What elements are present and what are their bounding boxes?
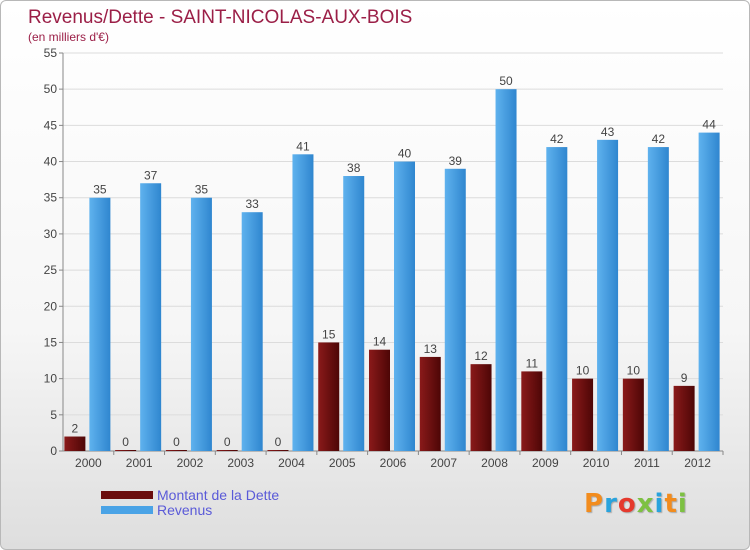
bar-revenus	[698, 132, 720, 451]
legend-item-dette: Montant de la Dette	[101, 486, 280, 503]
bar-revenus	[546, 147, 568, 451]
data-label-dette: 0	[173, 435, 180, 449]
data-label-revenus: 41	[296, 139, 310, 153]
x-tick-label: 2004	[278, 456, 305, 470]
bar-dette	[673, 385, 695, 451]
page-title: Revenus/Dette - SAINT-NICOLAS-AUX-BOIS	[28, 7, 413, 28]
logo-letter: P	[584, 489, 605, 519]
data-label-dette: 10	[627, 364, 641, 378]
data-label-revenus: 40	[398, 147, 412, 161]
x-tick-label: 2009	[532, 456, 559, 470]
x-tick-label: 2002	[177, 456, 204, 470]
y-tick-label: 40	[44, 155, 58, 169]
y-tick-label: 55	[44, 46, 58, 60]
bar-dette	[267, 450, 289, 451]
chart-legend: Montant de la Dette Revenus	[101, 486, 280, 518]
data-label-revenus: 35	[195, 183, 209, 197]
data-label-revenus: 50	[499, 74, 513, 88]
x-tick-label: 2000	[75, 456, 102, 470]
logo-letter: r	[604, 489, 618, 519]
y-tick-label: 30	[44, 227, 58, 241]
data-label-dette: 0	[275, 435, 282, 449]
logo-letter: t	[664, 489, 678, 519]
y-tick-label: 25	[44, 263, 58, 277]
data-label-dette: 14	[373, 335, 387, 349]
data-label-dette: 15	[322, 327, 336, 341]
logo-letter: i	[677, 489, 688, 519]
bar-revenus	[647, 147, 669, 451]
y-tick-label: 5	[50, 408, 57, 422]
y-tick-label: 0	[50, 444, 57, 458]
bar-dette	[369, 349, 390, 451]
y-tick-label: 15	[44, 335, 58, 349]
bar-revenus	[343, 176, 365, 451]
data-label-revenus: 44	[702, 118, 716, 132]
x-tick-label: 2012	[684, 456, 711, 470]
proxiti-logo: Proxiti	[584, 489, 688, 519]
data-label-dette: 12	[474, 349, 488, 363]
legend-swatch-dette	[101, 490, 153, 499]
x-tick-label: 2010	[583, 456, 610, 470]
bar-dette	[572, 378, 594, 451]
page-subtitle: (en milliers d'€)	[28, 30, 109, 44]
data-label-revenus: 38	[347, 161, 361, 175]
bar-dette	[419, 356, 441, 451]
data-label-revenus: 42	[652, 132, 666, 146]
x-tick-label: 2003	[227, 456, 254, 470]
x-tick-label: 2006	[380, 456, 407, 470]
bar-revenus	[444, 168, 466, 452]
x-tick-label: 2008	[481, 456, 508, 470]
bar-revenus	[241, 212, 263, 451]
x-tick-label: 2007	[430, 456, 457, 470]
x-tick-label: 2001	[126, 456, 153, 470]
legend-swatch-revenus	[101, 505, 153, 514]
bar-revenus	[140, 183, 162, 451]
bar-revenus	[394, 161, 415, 451]
data-label-revenus: 42	[550, 132, 564, 146]
y-tick-label: 50	[44, 82, 58, 96]
legend-label-dette: Montant de la Dette	[157, 486, 280, 503]
bar-dette	[165, 450, 187, 451]
y-tick-label: 20	[44, 299, 58, 313]
data-label-revenus: 35	[93, 183, 107, 197]
logo-letter: i	[654, 489, 665, 519]
logo-letter: o	[617, 489, 637, 519]
legend-label-revenus: Revenus	[157, 501, 213, 518]
bar-dette	[318, 342, 340, 451]
bar-dette	[622, 378, 644, 451]
bar-dette	[64, 436, 86, 451]
bar-revenus	[190, 197, 212, 451]
bar-dette	[115, 450, 137, 451]
y-tick-label: 10	[44, 372, 58, 386]
legend-item-revenus: Revenus	[101, 501, 279, 518]
data-label-revenus: 39	[449, 154, 463, 168]
y-tick-label: 45	[44, 118, 58, 132]
bar-revenus	[89, 197, 111, 451]
data-label-dette: 0	[122, 435, 129, 449]
x-tick-label: 2005	[329, 456, 356, 470]
data-label-dette: 9	[681, 371, 688, 385]
bar-revenus	[597, 139, 619, 451]
data-label-dette: 2	[72, 422, 79, 436]
data-label-revenus: 43	[601, 125, 615, 139]
logo-letter: x	[636, 489, 655, 519]
data-label-revenus: 33	[246, 197, 260, 211]
data-label-dette: 11	[526, 356, 539, 370]
bar-dette	[216, 450, 238, 451]
data-label-dette: 0	[224, 435, 231, 449]
x-tick-label: 2011	[634, 456, 660, 470]
bar-revenus	[292, 154, 314, 452]
bar-dette	[470, 364, 492, 451]
y-tick-label: 35	[44, 191, 58, 205]
bar-revenus	[495, 89, 517, 451]
data-label-revenus: 37	[144, 168, 158, 182]
bar-dette	[521, 371, 543, 451]
data-label-dette: 10	[576, 364, 590, 378]
data-label-dette: 13	[424, 342, 438, 356]
